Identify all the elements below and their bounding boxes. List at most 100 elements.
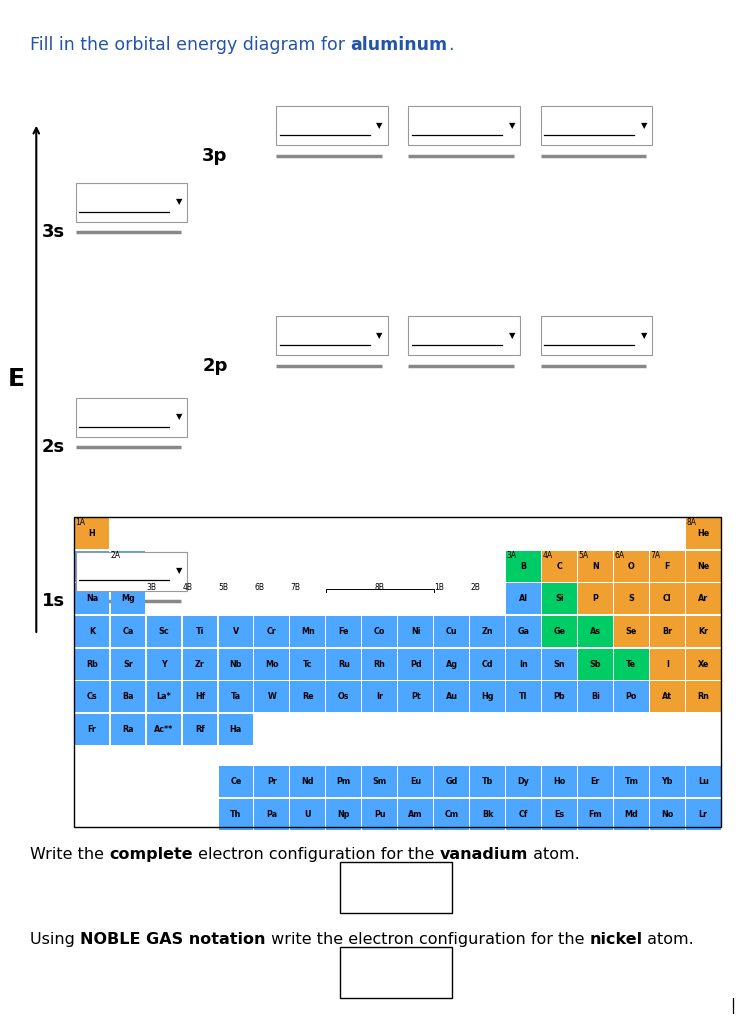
Bar	[75, 584, 110, 614]
Text: ▼: ▼	[509, 121, 515, 130]
Bar	[182, 648, 217, 680]
Text: 4B: 4B	[183, 584, 193, 593]
Bar	[408, 106, 520, 145]
Text: Kr: Kr	[699, 627, 708, 636]
Text: Mg: Mg	[121, 594, 135, 603]
Text: 6B: 6B	[255, 584, 265, 593]
Bar	[290, 766, 325, 797]
Text: Si: Si	[555, 594, 564, 603]
Text: Zn: Zn	[482, 627, 494, 636]
Text: Tl: Tl	[519, 692, 528, 701]
Bar	[74, 517, 721, 827]
Bar	[255, 681, 290, 713]
Text: Ag: Ag	[445, 659, 457, 669]
Text: Ti: Ti	[196, 627, 204, 636]
Text: Tc: Tc	[303, 659, 312, 669]
Bar	[408, 316, 520, 355]
Bar	[470, 799, 505, 829]
Text: Al: Al	[519, 594, 528, 603]
Text: atom.: atom.	[643, 932, 694, 947]
Text: Rh: Rh	[373, 659, 386, 669]
Text: Cd: Cd	[482, 659, 494, 669]
Text: aluminum: aluminum	[351, 36, 448, 54]
Text: Ru: Ru	[338, 659, 350, 669]
Text: Co: Co	[374, 627, 386, 636]
Text: 8B: 8B	[375, 584, 385, 593]
Text: 7B: 7B	[290, 584, 301, 593]
Text: Fe: Fe	[339, 627, 349, 636]
Bar	[506, 799, 541, 829]
Text: 3p: 3p	[202, 146, 228, 165]
Bar	[327, 766, 361, 797]
Bar	[147, 681, 181, 713]
Bar	[686, 799, 720, 829]
Text: Br: Br	[662, 627, 672, 636]
Text: .: .	[448, 36, 454, 54]
Text: Ce: Ce	[230, 777, 242, 786]
Text: Fm: Fm	[589, 810, 603, 819]
Text: Md: Md	[624, 810, 638, 819]
Text: Ac**: Ac**	[154, 725, 174, 734]
Bar	[686, 681, 720, 713]
Text: P: P	[593, 594, 598, 603]
Bar	[650, 648, 685, 680]
Text: Te: Te	[626, 659, 637, 669]
Text: Ir: Ir	[376, 692, 383, 701]
Bar	[276, 316, 388, 355]
Bar	[290, 615, 325, 647]
Text: ▼: ▼	[509, 331, 515, 340]
Bar	[290, 648, 325, 680]
Bar	[470, 615, 505, 647]
Bar	[75, 551, 110, 582]
Text: Nb: Nb	[230, 659, 242, 669]
Bar	[255, 799, 290, 829]
Text: Tb: Tb	[482, 777, 493, 786]
Bar	[542, 681, 577, 713]
Bar	[650, 584, 685, 614]
Bar	[434, 766, 469, 797]
Bar	[578, 584, 613, 614]
Bar	[506, 584, 541, 614]
Text: ▼: ▼	[176, 566, 182, 575]
Text: Po: Po	[626, 692, 637, 701]
Bar	[218, 766, 253, 797]
Text: B: B	[520, 561, 526, 570]
Bar	[75, 615, 110, 647]
Bar	[362, 648, 397, 680]
Bar	[686, 615, 720, 647]
Text: atom.: atom.	[528, 847, 580, 862]
Bar	[398, 766, 433, 797]
Text: C: C	[556, 561, 562, 570]
Text: Ra: Ra	[122, 725, 134, 734]
Text: complete: complete	[110, 847, 193, 862]
Bar	[75, 714, 110, 744]
Text: Y: Y	[161, 659, 167, 669]
Text: Sb: Sb	[590, 659, 601, 669]
Text: Using: Using	[30, 932, 80, 947]
Bar	[147, 615, 181, 647]
Text: Lu: Lu	[698, 777, 708, 786]
Text: Ne: Ne	[697, 561, 709, 570]
Text: ▼: ▼	[376, 331, 383, 340]
Bar	[327, 648, 361, 680]
Bar	[542, 615, 577, 647]
Text: Gd: Gd	[445, 777, 457, 786]
Bar	[327, 615, 361, 647]
Bar	[434, 615, 469, 647]
Bar	[76, 183, 187, 222]
Text: 2B: 2B	[470, 584, 480, 593]
Text: Ge: Ge	[553, 627, 565, 636]
Bar	[218, 615, 253, 647]
Text: Yb: Yb	[662, 777, 673, 786]
Text: Ga: Ga	[518, 627, 529, 636]
Text: W: W	[268, 692, 276, 701]
Text: Cs: Cs	[87, 692, 98, 701]
Text: Sn: Sn	[553, 659, 565, 669]
Bar	[110, 681, 145, 713]
Bar	[614, 681, 649, 713]
Bar	[327, 799, 361, 829]
Text: La*: La*	[156, 692, 172, 701]
Text: At: At	[662, 692, 672, 701]
Text: Sr: Sr	[123, 659, 133, 669]
Bar	[362, 681, 397, 713]
